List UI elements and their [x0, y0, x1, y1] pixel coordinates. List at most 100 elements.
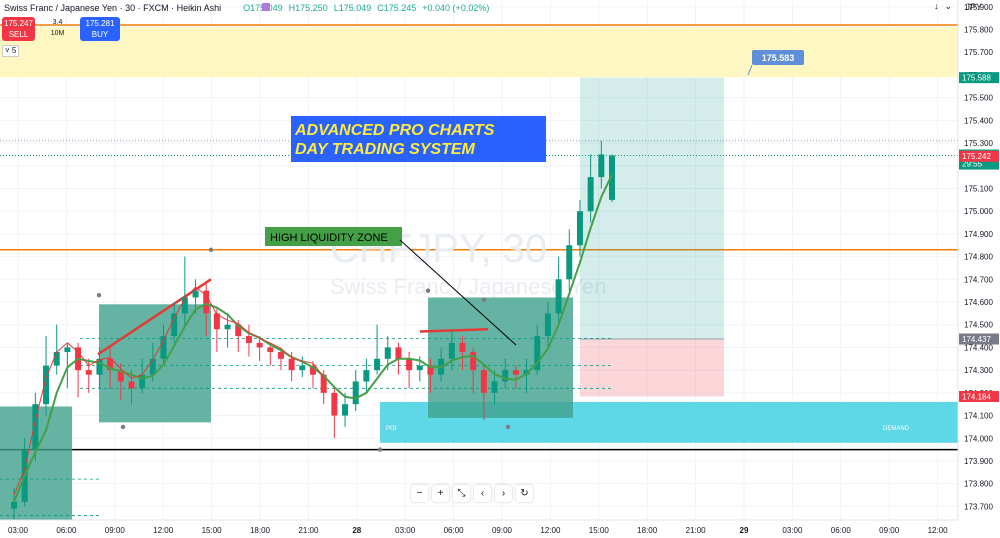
liquidity-label: HIGH LIQUIDITY ZONE	[270, 232, 388, 244]
candle-body[interactable]	[374, 358, 381, 371]
candle-body[interactable]	[160, 336, 167, 359]
candle-body[interactable]	[267, 347, 274, 352]
candle-body[interactable]	[448, 342, 455, 359]
price-tick-label: 175.400	[964, 116, 993, 125]
indicator-count: 5	[11, 46, 17, 55]
price-tick-label: 175.100	[964, 184, 993, 193]
candle-body[interactable]	[107, 358, 114, 371]
candle-body[interactable]	[502, 370, 509, 382]
candle-body[interactable]	[395, 347, 402, 359]
candle-body[interactable]	[224, 324, 231, 330]
pivot-dot	[481, 297, 487, 302]
scroll-left-button[interactable]: ‹	[474, 485, 491, 502]
signal-line	[13, 286, 325, 496]
buy-button[interactable]: 175.281 BUY	[80, 17, 120, 41]
candle-body[interactable]	[64, 347, 71, 352]
scroll-right-button[interactable]: ›	[495, 485, 512, 502]
candle-body[interactable]	[43, 365, 50, 405]
candle-body[interactable]	[427, 365, 434, 375]
candle-body[interactable]	[470, 351, 477, 371]
candle-body[interactable]	[609, 155, 615, 200]
symbol-title[interactable]: Swiss Franc / Japanese Yen · 30 · FXCM ·…	[4, 3, 222, 13]
price-tick-label: 175.500	[964, 94, 993, 103]
chevron-down-icon[interactable]: ⌄	[944, 1, 952, 11]
price-tick-label: 175.700	[964, 48, 993, 57]
candle-body[interactable]	[544, 313, 551, 337]
reset-zoom-button[interactable]: ⤡	[453, 485, 470, 502]
candle-body[interactable]	[459, 342, 466, 352]
candle-body[interactable]	[213, 313, 220, 330]
candle-body[interactable]	[480, 370, 487, 393]
candle-body[interactable]	[534, 336, 541, 371]
candle-body[interactable]	[342, 404, 349, 416]
candle-body[interactable]	[288, 358, 295, 371]
candle-body[interactable]	[192, 290, 199, 298]
banner-box[interactable]	[291, 116, 546, 162]
candle-body[interactable]	[491, 381, 498, 393]
chart-annotations: ADVANCED PRO CHARTS DAY TRADING SYSTEM HIG…	[265, 50, 910, 432]
price-label-box	[959, 72, 999, 84]
symbol-color-chip	[262, 3, 270, 11]
candle-body[interactable]	[555, 279, 562, 314]
candle-body[interactable]	[171, 313, 178, 337]
candle-body[interactable]	[203, 290, 210, 314]
trend-line[interactable]	[419, 328, 489, 333]
candle-body[interactable]	[181, 297, 188, 314]
pivot-dot	[208, 247, 214, 252]
sell-price: 175.247	[4, 19, 33, 28]
candle-body[interactable]	[299, 365, 306, 371]
price-tick-label: 175.000	[964, 207, 993, 216]
target-label: 175.583	[762, 53, 795, 63]
time-tick-label: 12:00	[928, 526, 949, 535]
candle-body[interactable]	[139, 374, 146, 389]
indicators-toggle[interactable]: ˅ 5	[2, 45, 20, 57]
candle-body[interactable]	[566, 245, 573, 280]
price-label-box	[959, 333, 999, 345]
profit-target-area[interactable]	[580, 77, 724, 340]
candle-body[interactable]	[128, 381, 135, 389]
candle-body[interactable]	[96, 358, 103, 375]
arrow-down-icon[interactable]: ↓	[933, 1, 939, 11]
candle-body[interactable]	[245, 336, 252, 343]
target-label-box[interactable]	[752, 50, 804, 65]
pivot-dot	[377, 447, 383, 452]
candle-body[interactable]	[11, 501, 17, 509]
candle-body[interactable]	[352, 381, 359, 405]
banner-line1: ADVANCED PRO CHARTS	[294, 122, 495, 139]
candle-body[interactable]	[331, 392, 338, 416]
ohlc-close: C175.245	[377, 3, 417, 13]
chart-zoom-toolbar: − + ⤡ ‹ › ↻	[411, 485, 533, 502]
price-tick-label: 174.300	[964, 366, 993, 375]
price-tick-label: 173.800	[964, 480, 993, 489]
candle-body[interactable]	[117, 370, 124, 382]
order-size[interactable]: 10M	[50, 30, 65, 37]
zoom-out-button[interactable]: −	[411, 485, 428, 502]
candle-body[interactable]	[416, 365, 423, 371]
candle-body[interactable]	[149, 358, 156, 375]
trend-line[interactable]	[97, 278, 212, 356]
price-axis-bg[interactable]	[958, 0, 1000, 538]
candle-body[interactable]	[53, 351, 60, 366]
stop-loss-area[interactable]	[580, 339, 724, 397]
candle-body[interactable]	[363, 370, 370, 382]
candle-body[interactable]	[512, 370, 519, 375]
candle-body[interactable]	[384, 347, 391, 359]
refresh-button[interactable]: ↻	[516, 485, 533, 502]
price-tick-label: 175.300	[964, 139, 993, 148]
candle-body[interactable]	[256, 342, 263, 348]
candle-body[interactable]	[406, 358, 413, 371]
candle-body[interactable]	[320, 374, 327, 393]
candle-body[interactable]	[523, 370, 530, 375]
candle-body[interactable]	[32, 404, 39, 450]
candle-body[interactable]	[598, 154, 605, 178]
candle-body[interactable]	[310, 365, 316, 375]
candle-body[interactable]	[576, 211, 583, 246]
candle-body[interactable]	[235, 324, 242, 337]
zoom-in-button[interactable]: +	[432, 485, 449, 502]
candle-body[interactable]	[277, 351, 284, 359]
candle-body[interactable]	[587, 177, 594, 212]
candle-body[interactable]	[85, 370, 92, 375]
liquidity-label-box[interactable]	[265, 227, 402, 246]
sell-button[interactable]: 175.247 SELL	[2, 17, 35, 41]
